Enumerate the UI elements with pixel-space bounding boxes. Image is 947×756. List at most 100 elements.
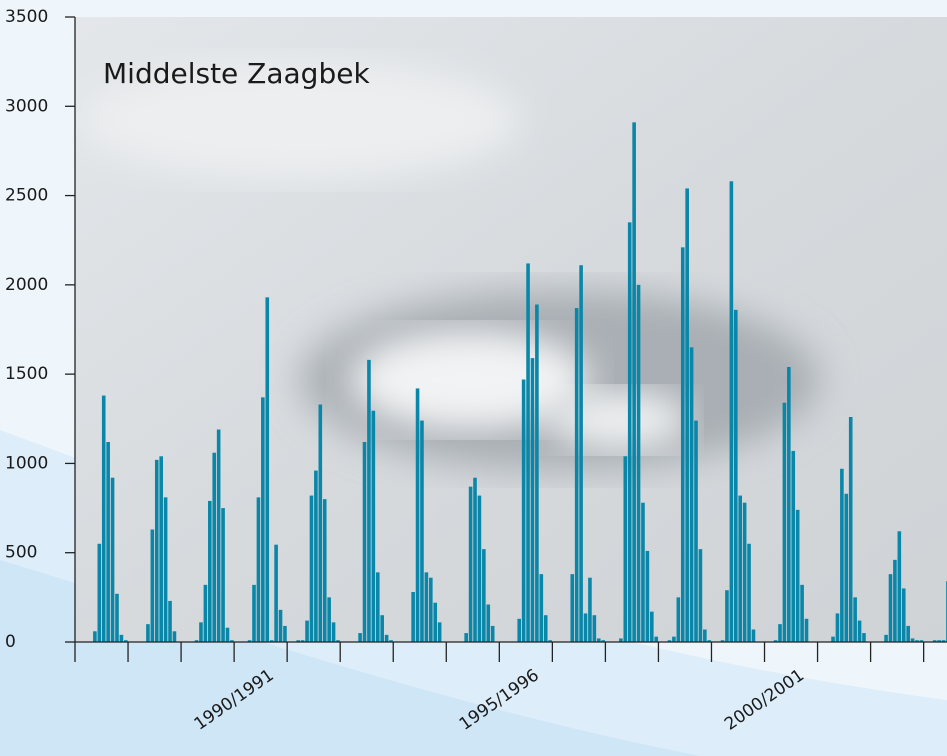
bar bbox=[623, 456, 628, 642]
bar bbox=[742, 502, 747, 642]
bar bbox=[477, 495, 482, 642]
bar bbox=[667, 640, 672, 642]
bar bbox=[738, 495, 743, 642]
bar bbox=[583, 613, 588, 642]
bar bbox=[384, 634, 389, 642]
y-tick-label: 1500 bbox=[5, 364, 48, 384]
bar bbox=[703, 629, 707, 642]
y-tick-label: 3000 bbox=[5, 96, 48, 116]
bar bbox=[225, 627, 230, 642]
bar bbox=[862, 633, 866, 642]
bar bbox=[482, 549, 486, 642]
bar bbox=[261, 397, 265, 642]
bar bbox=[159, 456, 163, 642]
bar bbox=[941, 640, 946, 642]
bar bbox=[274, 544, 278, 642]
y-tick-label: 2000 bbox=[5, 275, 48, 295]
bar bbox=[778, 624, 782, 642]
bar bbox=[733, 309, 738, 642]
bar bbox=[278, 609, 283, 642]
bar bbox=[163, 497, 168, 642]
bar bbox=[486, 604, 491, 642]
bar bbox=[888, 574, 893, 642]
bar bbox=[632, 122, 636, 643]
photo-shape bbox=[350, 330, 590, 430]
bar bbox=[897, 531, 902, 642]
bar bbox=[415, 388, 420, 642]
bar bbox=[526, 263, 530, 642]
bar bbox=[853, 597, 857, 642]
bar bbox=[150, 529, 155, 642]
bar bbox=[588, 577, 592, 642]
bar bbox=[322, 499, 327, 642]
bar bbox=[336, 640, 340, 642]
bar bbox=[641, 502, 645, 642]
bar bbox=[835, 613, 840, 642]
bar bbox=[331, 622, 336, 642]
bar bbox=[468, 486, 473, 642]
bar bbox=[437, 622, 442, 642]
bar bbox=[601, 640, 605, 642]
bar bbox=[680, 247, 685, 642]
bar bbox=[208, 500, 212, 642]
bar bbox=[124, 640, 128, 642]
bar bbox=[172, 631, 177, 642]
bar bbox=[787, 367, 791, 642]
bar bbox=[689, 347, 694, 642]
bar bbox=[389, 640, 393, 642]
bar bbox=[473, 477, 477, 642]
background-swoosh bbox=[0, 560, 700, 756]
bar bbox=[747, 543, 751, 642]
bar bbox=[521, 379, 526, 642]
bar bbox=[932, 640, 937, 642]
bar bbox=[216, 429, 221, 642]
bar bbox=[592, 615, 597, 642]
bar bbox=[848, 417, 853, 642]
bar bbox=[168, 600, 172, 642]
y-tick-label: 1000 bbox=[5, 453, 48, 473]
bar bbox=[654, 636, 659, 642]
bar bbox=[305, 620, 309, 642]
bar bbox=[199, 622, 203, 642]
bar bbox=[221, 508, 225, 642]
bar bbox=[256, 497, 261, 642]
bar bbox=[367, 359, 371, 642]
bar bbox=[101, 395, 106, 642]
y-tick-label: 0 bbox=[5, 632, 16, 652]
bar bbox=[309, 495, 314, 642]
bar bbox=[106, 442, 110, 642]
bar bbox=[570, 574, 575, 642]
bar bbox=[203, 584, 208, 642]
bar bbox=[910, 638, 915, 642]
bar bbox=[433, 602, 438, 642]
bar bbox=[729, 181, 734, 643]
bar bbox=[707, 640, 712, 642]
bar bbox=[698, 549, 703, 642]
bar bbox=[247, 640, 252, 642]
bar bbox=[375, 572, 380, 642]
photo-shape bbox=[80, 60, 520, 180]
bar bbox=[371, 410, 376, 642]
bar bbox=[574, 308, 579, 642]
bar bbox=[283, 625, 287, 642]
bar bbox=[672, 636, 676, 642]
bar bbox=[424, 572, 429, 642]
bar bbox=[269, 640, 274, 642]
bar bbox=[596, 638, 601, 642]
y-tick-label: 2500 bbox=[5, 186, 48, 206]
bar bbox=[411, 592, 415, 642]
bar bbox=[380, 615, 384, 642]
y-tick-label: 3500 bbox=[5, 7, 48, 27]
bar bbox=[579, 265, 583, 642]
bar bbox=[146, 624, 150, 642]
bar bbox=[893, 559, 897, 642]
bar bbox=[429, 577, 433, 642]
bar bbox=[725, 590, 729, 642]
bar bbox=[831, 636, 835, 642]
bar bbox=[685, 188, 689, 642]
bar bbox=[915, 640, 919, 642]
bar bbox=[420, 420, 424, 642]
bar bbox=[720, 640, 725, 642]
photo-shape bbox=[550, 390, 690, 450]
bar bbox=[252, 584, 256, 642]
